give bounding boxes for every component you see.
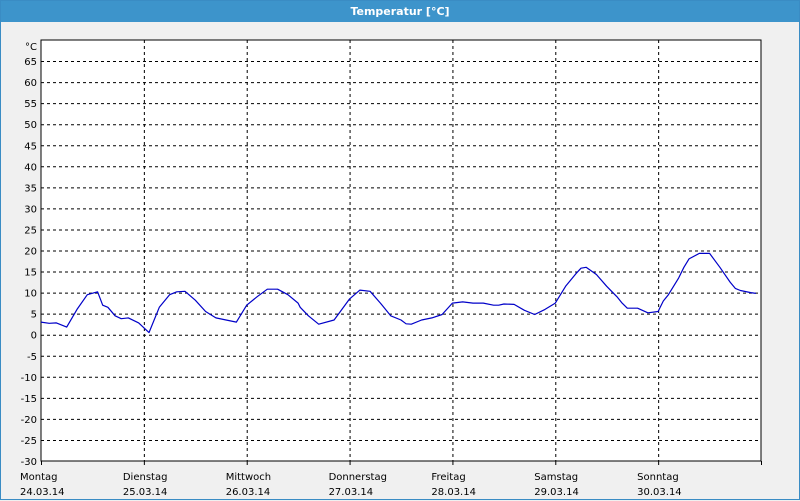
y-tick-label: -30 (21, 457, 37, 468)
y-tick-label: 60 (24, 78, 37, 89)
temperature-series-line (40, 252, 756, 334)
x-tick-date-label: 25.03.14 (123, 487, 168, 498)
x-tick-date-label: 30.03.14 (637, 487, 682, 498)
x-tick-day-label: Sonntag (637, 472, 679, 483)
y-tick-label: -15 (21, 394, 37, 405)
gridlines (41, 40, 762, 465)
y-tick-label: 30 (24, 204, 37, 215)
x-tick-date-label: 26.03.14 (226, 487, 271, 498)
y-tick-label: -5 (27, 352, 37, 363)
window-title: Temperatur [°C] (1, 1, 799, 22)
y-tick-label: -20 (21, 415, 37, 426)
y-tick-label: 0 (31, 331, 37, 342)
y-tick-label: 50 (24, 120, 37, 131)
y-tick-label: 40 (24, 162, 37, 173)
x-tick-day-label: Mittwoch (226, 472, 271, 483)
y-axis-unit-label: °C (25, 42, 37, 53)
y-tick-label: 10 (24, 289, 37, 300)
x-tick-day-label: Montag (20, 472, 57, 483)
y-tick-label: -10 (21, 373, 37, 384)
x-tick-day-label: Donnerstag (329, 472, 387, 483)
x-tick-date-label: 28.03.14 (431, 487, 476, 498)
x-tick-date-label: 27.03.14 (329, 487, 374, 498)
x-tick-day-label: Dienstag (123, 472, 168, 483)
x-tick-labels: Montag 24.03.14 Dienstag 25.03.14 Mittwoch 26… (20, 472, 682, 498)
y-tick-label: 45 (24, 141, 37, 152)
y-tick-label: 65 (24, 57, 37, 68)
x-tick-day-label: Freitag (431, 472, 465, 483)
x-tick-day-label: Samstag (534, 472, 578, 483)
x-tick-date-label: 24.03.14 (20, 487, 65, 498)
y-tick-label: 5 (31, 310, 37, 321)
y-tick-label: 15 (24, 268, 37, 279)
y-tick-label: -25 (21, 436, 37, 447)
y-tick-labels: 65605550454035302520151050-5-10-15-20-25… (21, 57, 37, 468)
y-tick-label: 55 (24, 99, 37, 110)
x-tick-date-label: 29.03.14 (534, 487, 579, 498)
y-tick-label: 35 (24, 183, 37, 194)
y-tick-label: 25 (24, 225, 37, 236)
y-tick-label: 20 (24, 247, 37, 258)
